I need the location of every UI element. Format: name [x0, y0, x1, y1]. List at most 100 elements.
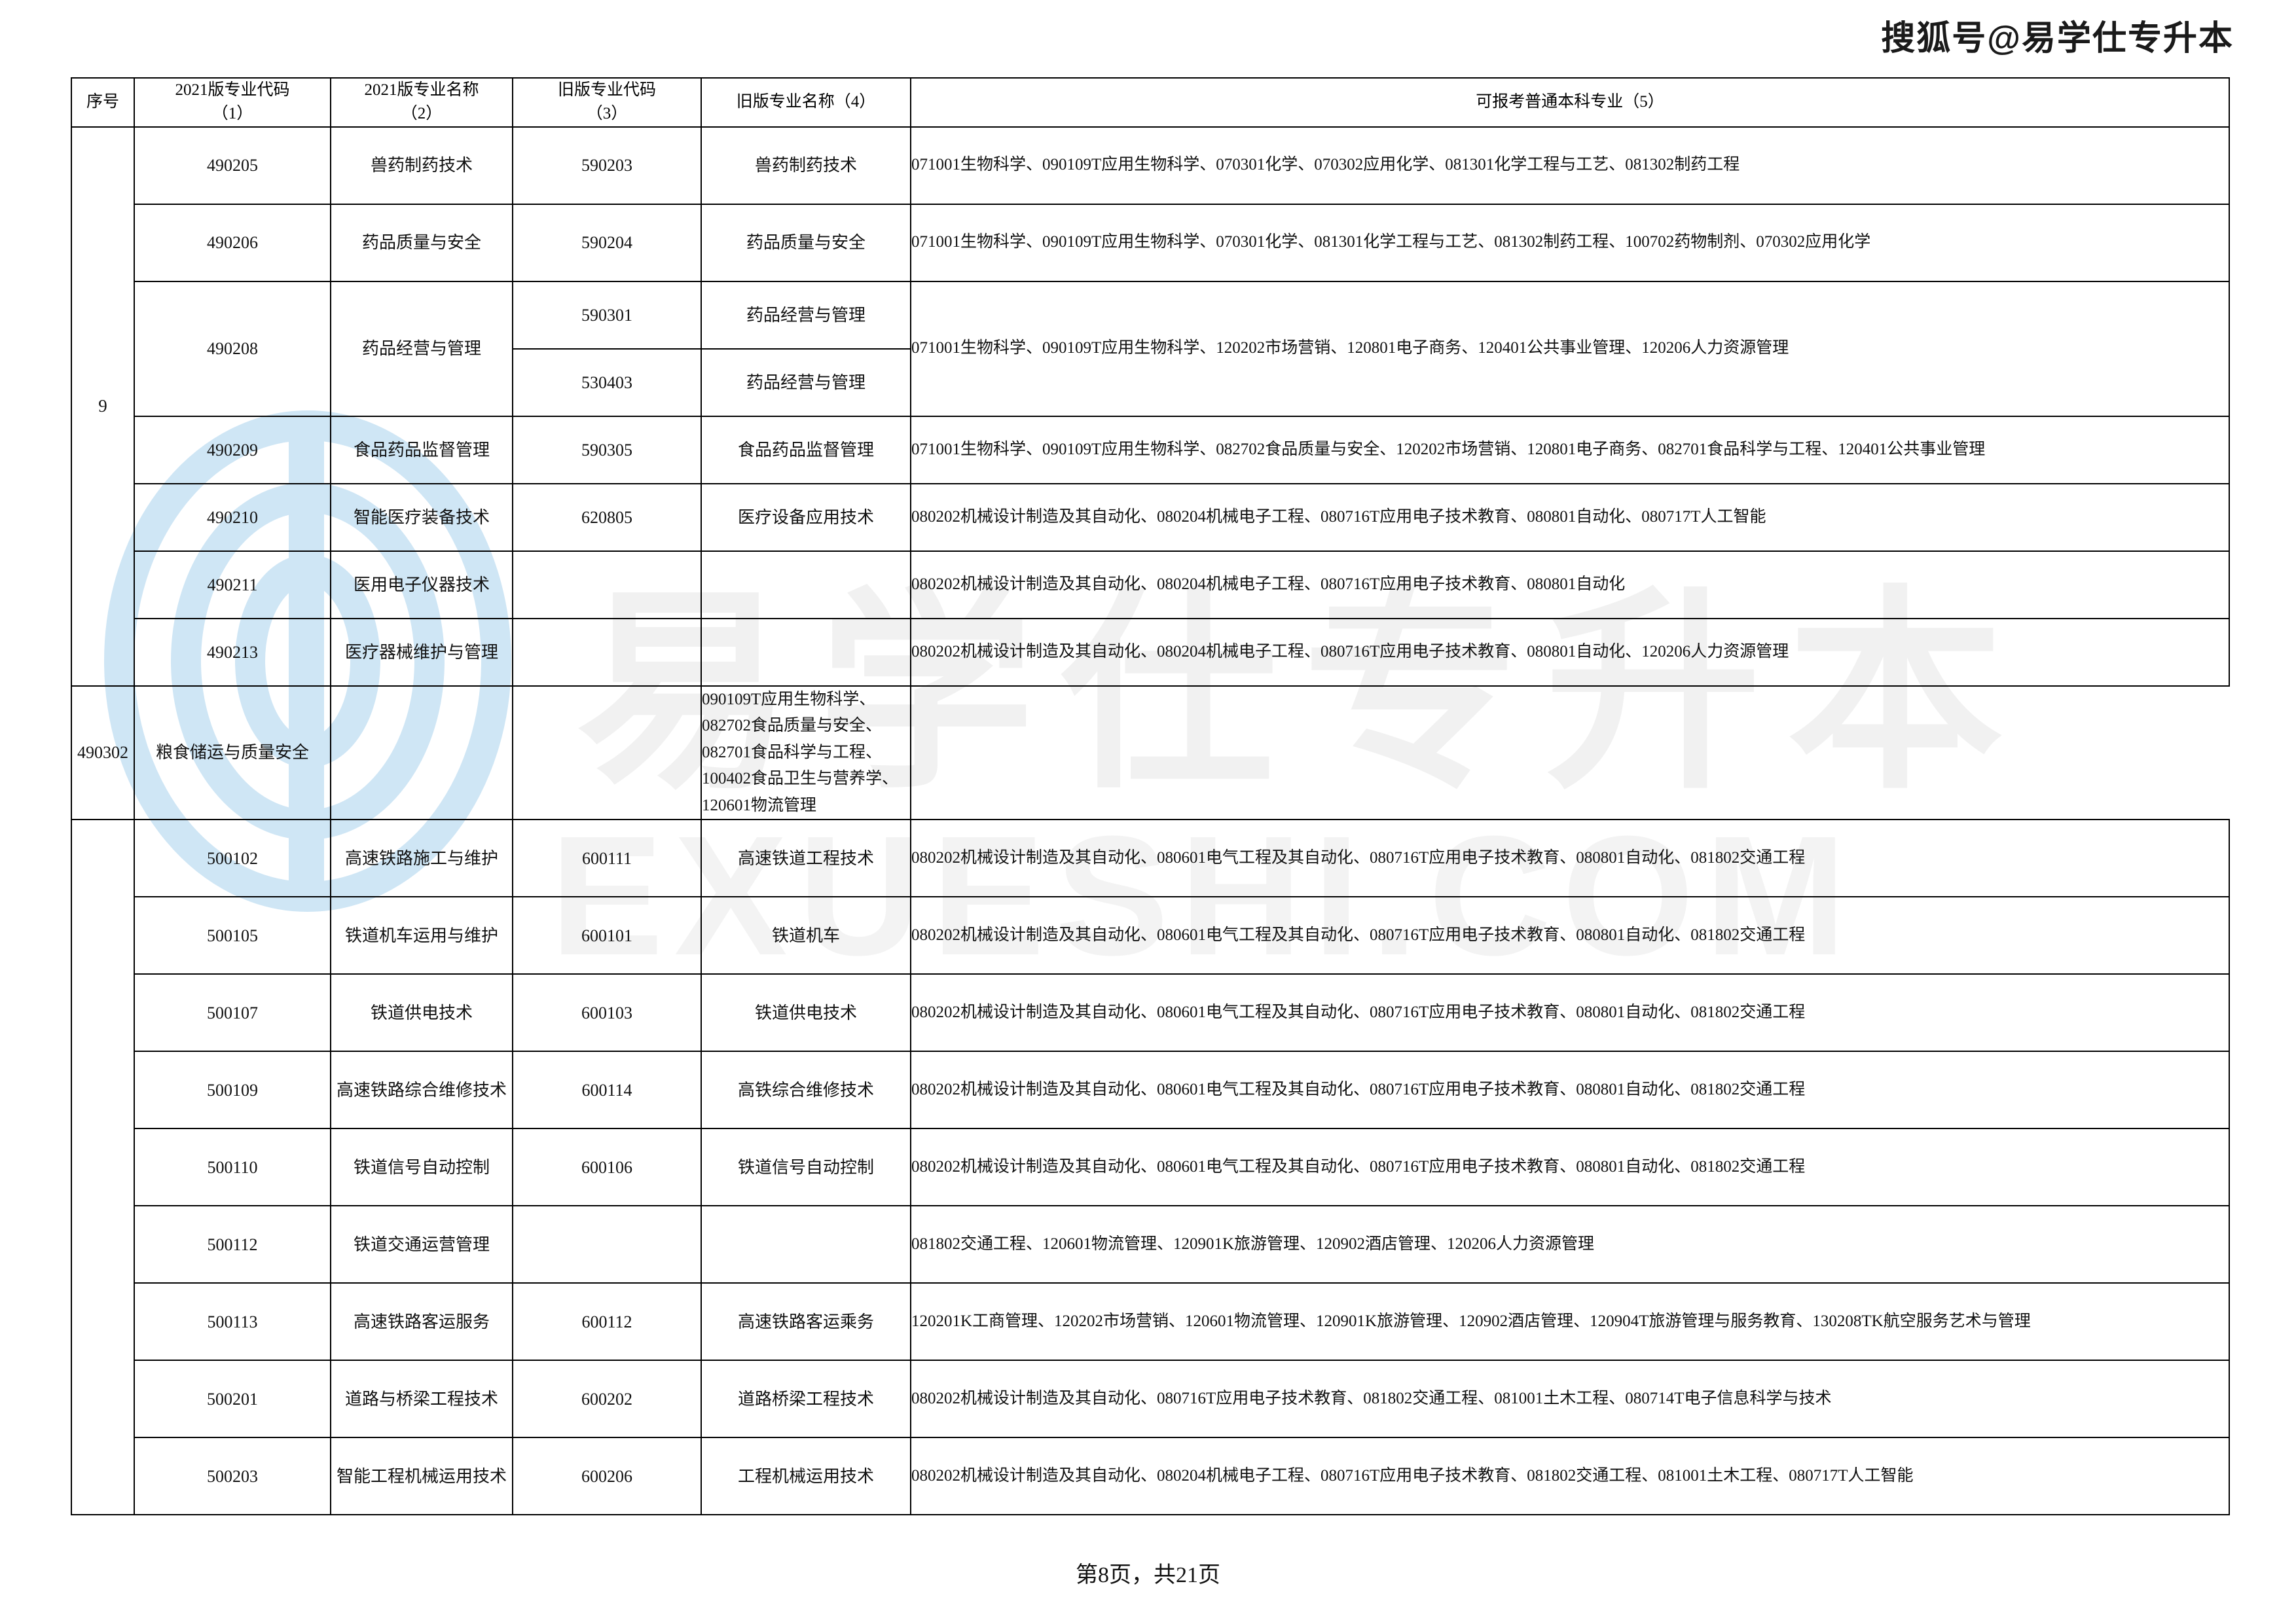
column-header-seq: 序号 [71, 77, 135, 128]
row-name-2021: 粮食储运与质量安全 [134, 685, 331, 820]
row-code-2021: 490211 [134, 550, 331, 619]
row-seq-cell [71, 819, 135, 1515]
row-name-2021: 兽药制药技术 [330, 126, 513, 205]
row-code-old [330, 685, 513, 820]
table-row: 9 490205 兽药制药技术 590203 兽药制药技术 071001生物科学、0901… [71, 126, 2230, 687]
row-name-2021: 高速铁路客运服务 [330, 1282, 513, 1361]
row-name-old: 食品药品监督管理 [701, 415, 911, 484]
table-row: 530403 药品经营与管理 [71, 348, 2229, 417]
row-code-2021: 500203 [134, 1437, 331, 1515]
table-header-row: 序号 2021版专业代码 （1） 2021版专业名称 （2） 旧版专业代码 （3… [71, 77, 2230, 128]
row-name-old: 铁道信号自动控制 [701, 1128, 911, 1206]
page-footer: 第8页，共21页 [1076, 1563, 1220, 1587]
row-eligible-majors: 080202机械设计制造及其自动化、080601电气工程及其自动化、080716… [910, 896, 2230, 975]
row-eligible-majors: 080202机械设计制造及其自动化、080204机械电子工程、080716T应用… [910, 1437, 2230, 1515]
row-code-2021: 490302 [71, 685, 135, 820]
column-header-name1-label: 2021版专业名称 [364, 81, 479, 99]
row-code-2021: 490210 [134, 482, 331, 552]
row-code-2021: 490208 [134, 280, 331, 417]
row-code-old: 600202 [512, 1360, 702, 1438]
row-code-2021: 500113 [134, 1282, 331, 1361]
row-name-old: 高铁综合维修技术 [701, 1051, 911, 1129]
table-row: 490209 食品药品监督管理 590305 食品药品监督管理 071001生物科学、0… [71, 415, 2230, 484]
row-code-old: 600206 [512, 1437, 702, 1515]
row-code-old: 600112 [512, 1282, 702, 1361]
table-row: 500102 高速铁路施工与维护 600111 高速铁道工程技术 080202机械设计制… [71, 819, 2230, 1515]
column-header-name2: 旧版专业名称（4） [701, 77, 911, 128]
row-eligible-majors: 071001生物科学、090109T应用生物科学、120202市场营销、1208… [910, 280, 2230, 417]
major-comparison-table: 序号 2021版专业代码 （1） 2021版专业名称 （2） 旧版专业代码 （3… [71, 77, 2230, 1515]
row-name-old: 高速铁道工程技术 [701, 819, 911, 897]
row-name-old: 药品经营与管理 [701, 348, 911, 417]
row-name-2021: 高速铁路施工与维护 [330, 819, 513, 897]
row-name-2021: 铁道供电技术 [330, 973, 513, 1052]
table-row: 490211 医用电子仪器技术 080202机械设计制造及其自动化、080204机械… [71, 550, 2230, 619]
row-eligible-majors: 071001生物科学、090109T应用生物科学、082702食品质量与安全、1… [910, 415, 2230, 484]
row-name-old [701, 617, 911, 687]
column-header-code1: 2021版专业代码 （1） [134, 77, 331, 128]
column-header-name1: 2021版专业名称 （2） [330, 77, 513, 128]
row-code-2021: 500109 [134, 1051, 331, 1129]
row-name-old [512, 685, 702, 820]
row-name-2021: 医用电子仪器技术 [330, 550, 513, 619]
row-eligible-majors: 090109T应用生物科学、082702食品质量与安全、082701食品科学与工… [701, 685, 911, 820]
row-name-2021: 药品质量与安全 [330, 203, 513, 282]
table-row: 500105 铁道机车运用与维护 600101 铁道机车 080202机械设计制造及其自… [71, 896, 2230, 975]
row-name-old: 工程机械运用技术 [701, 1437, 911, 1515]
row-code-old [512, 1205, 702, 1284]
row-code-old: 600101 [512, 896, 702, 975]
row-eligible-majors: 071001生物科学、090109T应用生物科学、070301化学、070302… [910, 126, 2230, 205]
row-name-old: 道路桥梁工程技术 [701, 1360, 911, 1438]
row-code-2021: 500112 [134, 1205, 331, 1284]
row-code-old: 600114 [512, 1051, 702, 1129]
column-header-name1-sub: （2） [401, 105, 443, 123]
table-row: 490213 医疗器械维护与管理 080202机械设计制造及其自动化、080204机… [71, 617, 2230, 687]
row-eligible-majors: 080202机械设计制造及其自动化、080204机械电子工程、080716T应用… [910, 550, 2230, 619]
row-code-2021: 490209 [134, 415, 331, 484]
row-name-old: 铁道机车 [701, 896, 911, 975]
row-eligible-majors: 081802交通工程、120601物流管理、120901K旅游管理、120902… [910, 1205, 2230, 1284]
row-name-old: 药品质量与安全 [701, 203, 911, 282]
row-name-old [701, 550, 911, 619]
row-name-2021: 铁道机车运用与维护 [330, 896, 513, 975]
column-header-code2-sub: （3） [586, 105, 628, 123]
table-row: 500203 智能工程机械运用技术 600206 工程机械运用技术 080202机械设计… [71, 1437, 2230, 1515]
channel-watermark-text: 搜狐号@易学仕专升本 [1881, 20, 2234, 58]
row-code-old: 530403 [512, 348, 702, 417]
row-name-old: 高速铁路客运乘务 [701, 1282, 911, 1361]
table-row: 490208 药品经营与管理 590301 药品经营与管理 071001生物科学、090… [71, 280, 2230, 417]
major-comparison-table-container: 序号 2021版专业代码 （1） 2021版专业名称 （2） 旧版专业代码 （3… [71, 77, 2230, 1515]
column-header-name2-label: 旧版专业名称（4） [736, 93, 876, 111]
row-name-old [701, 1205, 911, 1284]
table-row: 490206 药品质量与安全 590204 药品质量与安全 071001生物科学、090… [71, 203, 2230, 282]
row-code-2021: 500107 [134, 973, 331, 1052]
row-name-2021: 医疗器械维护与管理 [330, 617, 513, 687]
row-eligible-majors: 080202机械设计制造及其自动化、080601电气工程及其自动化、080716… [910, 1051, 2230, 1129]
row-name-2021: 食品药品监督管理 [330, 415, 513, 484]
row-name-old: 药品经营与管理 [701, 280, 911, 350]
row-name-2021: 道路与桥梁工程技术 [330, 1360, 513, 1438]
row-name-2021: 高速铁路综合维修技术 [330, 1051, 513, 1129]
row-eligible-majors: 120201K工商管理、120202市场营销、120601物流管理、120901… [910, 1282, 2230, 1361]
row-code-old: 590204 [512, 203, 702, 282]
column-header-code1-sub: （1） [211, 105, 253, 123]
row-eligible-majors: 080202机械设计制造及其自动化、080601电气工程及其自动化、080716… [910, 819, 2230, 897]
row-name-2021: 智能医疗装备技术 [330, 482, 513, 552]
row-eligible-majors: 080202机械设计制造及其自动化、080204机械电子工程、080716T应用… [910, 617, 2230, 687]
row-name-2021: 智能工程机械运用技术 [330, 1437, 513, 1515]
column-header-seq-label: 序号 [86, 93, 119, 111]
row-eligible-majors: 080202机械设计制造及其自动化、080601电气工程及其自动化、080716… [910, 1128, 2230, 1206]
row-code-old: 590301 [512, 280, 702, 350]
table-row: 490302 粮食储运与质量安全 090109T应用生物科学、082702食品质量与… [71, 685, 2229, 820]
row-eligible-majors: 071001生物科学、090109T应用生物科学、070301化学、081301… [910, 203, 2230, 282]
table-row: 490210 智能医疗装备技术 620805 医疗设备应用技术 080202机械设计制造… [71, 482, 2230, 552]
row-eligible-majors: 080202机械设计制造及其自动化、080601电气工程及其自动化、080716… [910, 973, 2230, 1052]
row-eligible-majors: 080202机械设计制造及其自动化、080204机械电子工程、080716T应用… [910, 482, 2230, 552]
row-code-2021: 490213 [134, 617, 331, 687]
row-code-old: 590305 [512, 415, 702, 484]
row-seq-cell: 9 [71, 126, 135, 687]
row-code-old: 600111 [512, 819, 702, 897]
row-code-2021: 500105 [134, 896, 331, 975]
row-code-2021: 500201 [134, 1360, 331, 1438]
row-code-old [512, 617, 702, 687]
